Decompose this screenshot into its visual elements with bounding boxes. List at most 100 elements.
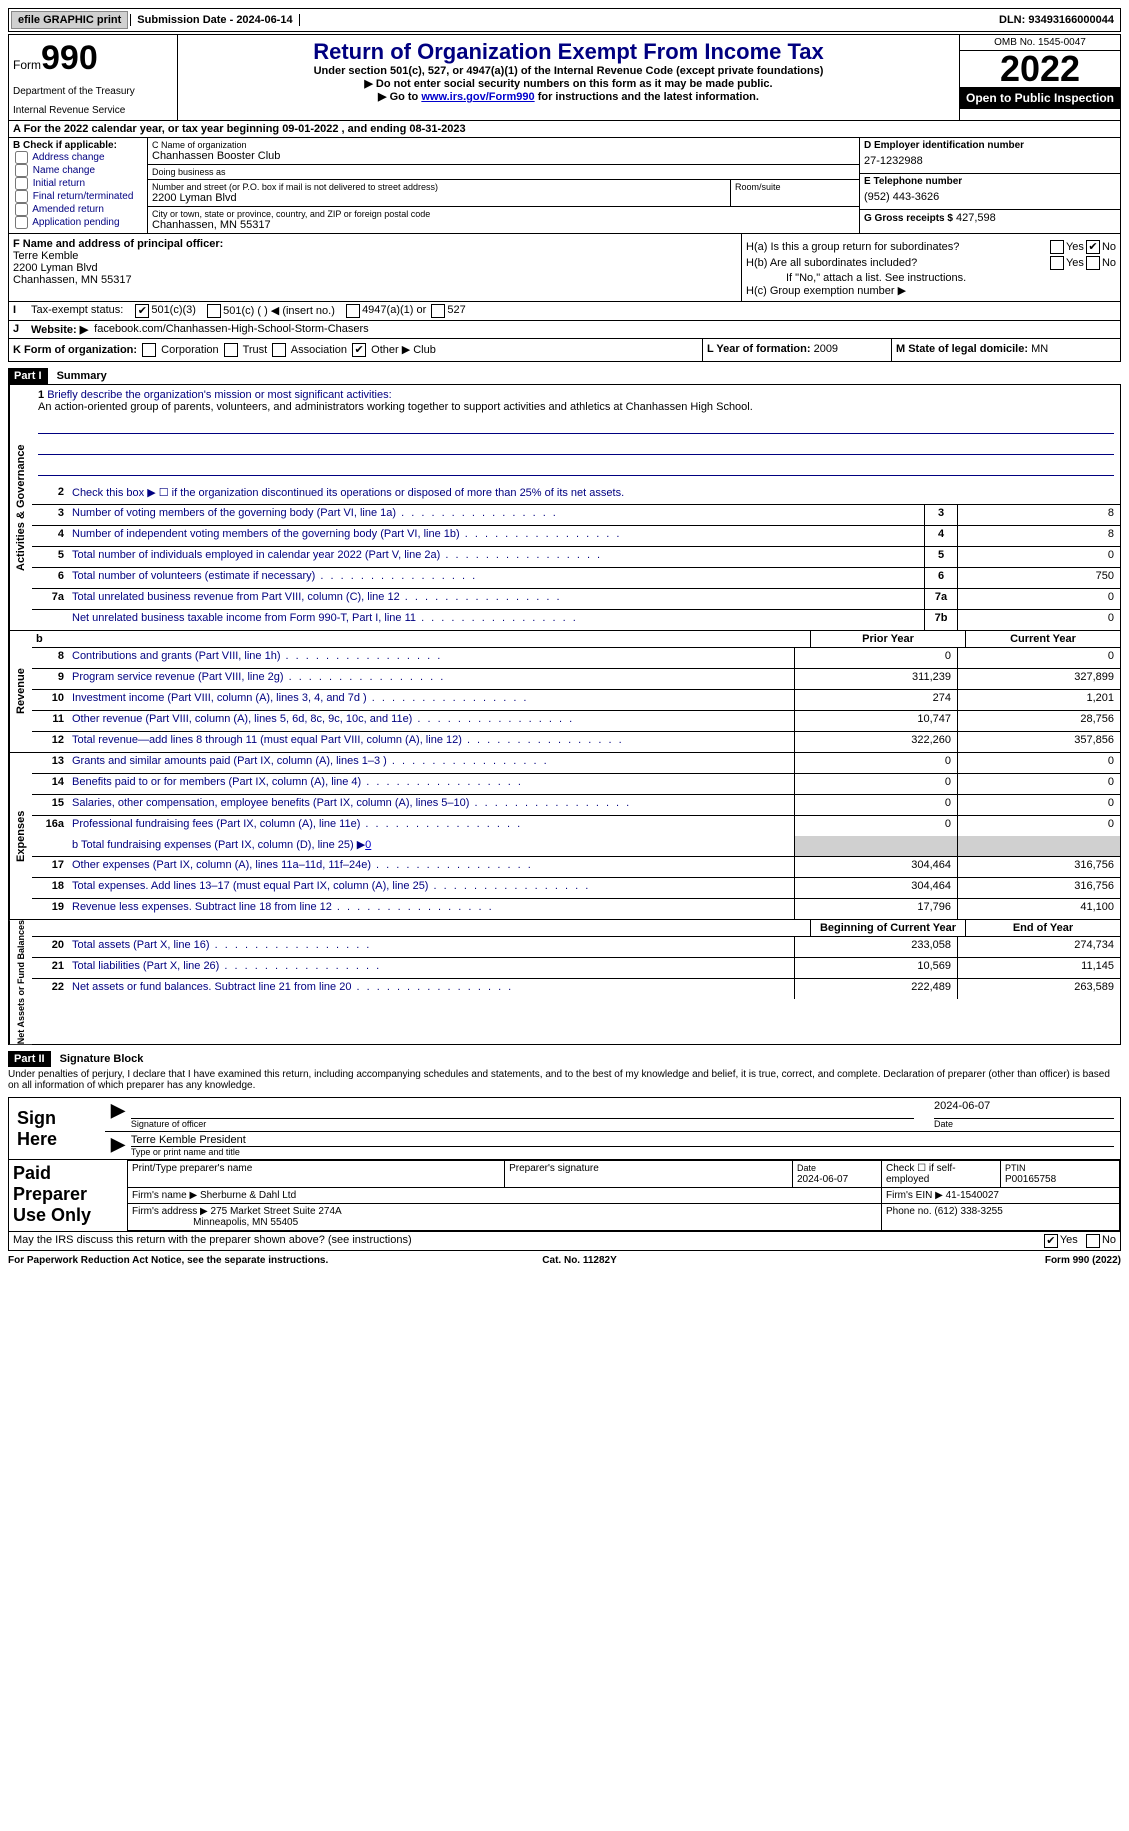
l13-curr: 0 bbox=[957, 753, 1120, 773]
chk-527[interactable] bbox=[431, 304, 445, 318]
footer-right: Form 990 (2022) bbox=[1045, 1255, 1121, 1266]
block-bcd: B Check if applicable: Address change Na… bbox=[8, 138, 1121, 234]
yes-lbl2: Yes bbox=[1066, 257, 1084, 269]
revenue-section: Revenue b Prior Year Current Year 8Contr… bbox=[8, 631, 1121, 753]
discuss-no[interactable] bbox=[1086, 1234, 1100, 1248]
line-2: 2 Check this box ▶ ☐ if the organization… bbox=[32, 484, 1120, 505]
dept-treasury: Department of the Treasury bbox=[13, 86, 173, 97]
addr-lbl: Number and street (or P.O. box if mail i… bbox=[152, 182, 726, 192]
l16b-shade1 bbox=[794, 836, 957, 856]
l11-prior: 10,747 bbox=[794, 711, 957, 731]
l12-curr: 357,856 bbox=[957, 732, 1120, 752]
l15-prior: 0 bbox=[794, 795, 957, 815]
l8-prior: 0 bbox=[794, 648, 957, 668]
note-goto: ▶ Go to www.irs.gov/Form990 for instruct… bbox=[182, 90, 955, 103]
j-lead: J bbox=[13, 323, 31, 336]
line-11: 11Other revenue (Part VIII, column (A), … bbox=[32, 711, 1120, 732]
row-klm: K Form of organization: Corporation Trus… bbox=[8, 339, 1121, 362]
l16b-desc: b Total fundraising expenses (Part IX, c… bbox=[68, 836, 794, 856]
efile-print-button[interactable]: efile GRAPHIC print bbox=[11, 11, 128, 29]
hb-no[interactable] bbox=[1086, 256, 1100, 270]
opt-other: Other ▶ bbox=[371, 344, 410, 356]
line-10: 10Investment income (Part VIII, column (… bbox=[32, 690, 1120, 711]
paid-preparer-block: Paid Preparer Use Only Print/Type prepar… bbox=[8, 1160, 1121, 1232]
org-name: Chanhassen Booster Club bbox=[152, 150, 855, 162]
sig-name-lbl: Type or print name and title bbox=[131, 1147, 1114, 1157]
chk-amended[interactable]: Amended return bbox=[13, 203, 143, 216]
chk-other[interactable] bbox=[352, 343, 366, 357]
chk-app-pending[interactable]: Application pending bbox=[13, 216, 143, 229]
discuss-row: May the IRS discuss this return with the… bbox=[8, 1232, 1121, 1251]
city-val: Chanhassen, MN 55317 bbox=[152, 219, 855, 231]
ptin-lbl: PTIN bbox=[1005, 1163, 1026, 1173]
line-20: 20Total assets (Part X, line 16)233,0582… bbox=[32, 937, 1120, 958]
footer: For Paperwork Reduction Act Notice, see … bbox=[8, 1255, 1121, 1266]
line-16b: b Total fundraising expenses (Part IX, c… bbox=[32, 836, 1120, 857]
l7b-val: 0 bbox=[957, 610, 1120, 630]
l22-desc: Net assets or fund balances. Subtract li… bbox=[68, 979, 794, 999]
l3-val: 8 bbox=[957, 505, 1120, 525]
hb-yes[interactable] bbox=[1050, 256, 1064, 270]
chk-address-change[interactable]: Address change bbox=[13, 151, 143, 164]
opt-trust: Trust bbox=[243, 344, 268, 356]
firm-addr2: Minneapolis, MN 55405 bbox=[193, 1217, 298, 1228]
line-21: 21Total liabilities (Part X, line 26)10,… bbox=[32, 958, 1120, 979]
tax-year: 2022 bbox=[960, 51, 1120, 87]
note-ssn: ▶ Do not enter social security numbers o… bbox=[182, 77, 955, 90]
ha-no[interactable] bbox=[1086, 240, 1100, 254]
city-lbl: City or town, state or province, country… bbox=[152, 209, 855, 219]
blank-line1 bbox=[38, 417, 1114, 434]
form-number: Form990 bbox=[13, 39, 173, 78]
line-13: 13Grants and similar amounts paid (Part … bbox=[32, 753, 1120, 774]
part1-title: Summary bbox=[51, 368, 113, 384]
line-7a: 7aTotal unrelated business revenue from … bbox=[32, 589, 1120, 610]
side-netassets: Net Assets or Fund Balances bbox=[9, 920, 32, 1044]
l4-desc: Number of independent voting members of … bbox=[68, 526, 924, 546]
l21-curr: 11,145 bbox=[957, 958, 1120, 978]
chk-trust[interactable] bbox=[224, 343, 238, 357]
chk-4947[interactable] bbox=[346, 304, 360, 318]
chk-initial-return[interactable]: Initial return bbox=[13, 177, 143, 190]
ha-lbl: H(a) Is this a group return for subordin… bbox=[746, 241, 1048, 253]
header-mid: Return of Organization Exempt From Incom… bbox=[178, 35, 959, 120]
part2-bar: Part II bbox=[8, 1051, 51, 1067]
chk-assoc[interactable] bbox=[272, 343, 286, 357]
ha-yes[interactable] bbox=[1050, 240, 1064, 254]
discuss-q: May the IRS discuss this return with the… bbox=[13, 1234, 1042, 1248]
sig-date: 2024-06-07 bbox=[934, 1100, 1114, 1119]
l19-desc: Revenue less expenses. Subtract line 18 … bbox=[68, 899, 794, 919]
chk-501c3[interactable] bbox=[135, 304, 149, 318]
end-year-head: End of Year bbox=[965, 920, 1120, 936]
sign-here-block: Sign Here ▶ Signature of officer 2024-06… bbox=[8, 1097, 1121, 1160]
discuss-yes[interactable] bbox=[1044, 1234, 1058, 1248]
l14-curr: 0 bbox=[957, 774, 1120, 794]
footer-mid: Cat. No. 11282Y bbox=[542, 1255, 616, 1266]
mission-text: An action-oriented group of parents, vol… bbox=[38, 401, 753, 413]
f-lbl: F Name and address of principal officer: bbox=[13, 238, 737, 250]
l11-curr: 28,756 bbox=[957, 711, 1120, 731]
chk-final-return[interactable]: Final return/terminated bbox=[13, 190, 143, 203]
chk-name-change[interactable]: Name change bbox=[13, 164, 143, 177]
l9-prior: 311,239 bbox=[794, 669, 957, 689]
netassets-section: Net Assets or Fund Balances Beginning of… bbox=[8, 920, 1121, 1045]
side-ag: Activities & Governance bbox=[9, 385, 32, 630]
chk-501c[interactable] bbox=[207, 304, 221, 318]
ptin-val: P00165758 bbox=[1005, 1174, 1056, 1185]
l16b-link[interactable]: 0 bbox=[365, 839, 371, 851]
prep-selfemp[interactable]: Check ☐ if self-employed bbox=[882, 1161, 1001, 1188]
l9-desc: Program service revenue (Part VIII, line… bbox=[68, 669, 794, 689]
firm-name-lbl: Firm's name ▶ bbox=[132, 1190, 197, 1201]
side-expenses: Expenses bbox=[9, 753, 32, 919]
irs-link[interactable]: www.irs.gov/Form990 bbox=[421, 91, 534, 103]
chk-corp[interactable] bbox=[142, 343, 156, 357]
line-7b: Net unrelated business taxable income fr… bbox=[32, 610, 1120, 630]
l-lbl: L Year of formation: bbox=[707, 343, 811, 355]
i-lead: I bbox=[13, 304, 31, 318]
i-lbl: Tax-exempt status: bbox=[31, 304, 123, 318]
no-lbl: No bbox=[1102, 241, 1116, 253]
m-lbl: M State of legal domicile: bbox=[896, 343, 1028, 355]
website-val: facebook.com/Chanhassen-High-School-Stor… bbox=[94, 323, 369, 336]
opt-501c3: 501(c)(3) bbox=[151, 304, 196, 318]
opt-corp: Corporation bbox=[161, 344, 218, 356]
l21-prior: 10,569 bbox=[794, 958, 957, 978]
